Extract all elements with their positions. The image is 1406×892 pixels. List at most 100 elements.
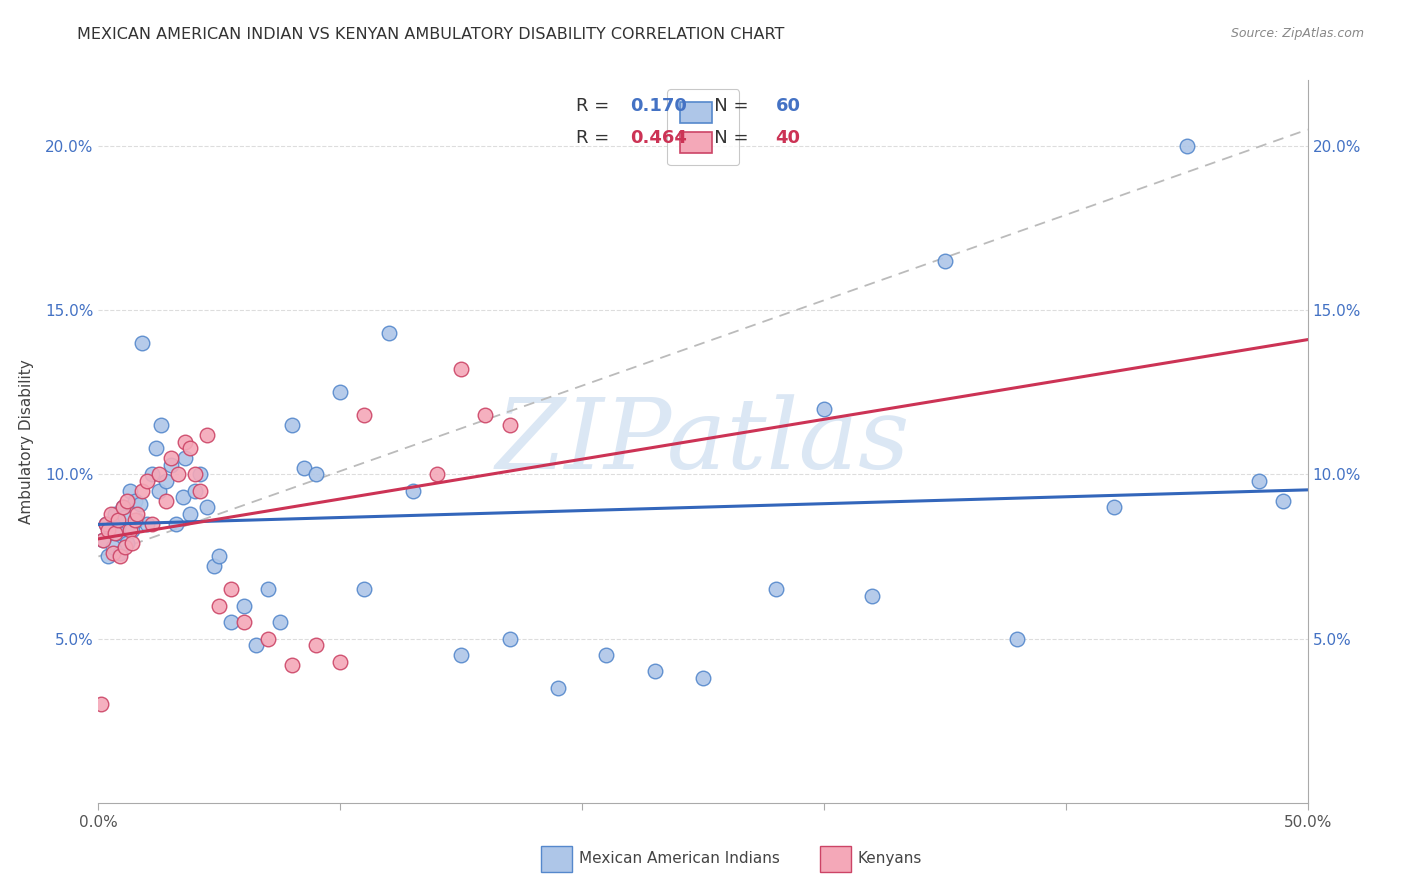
Point	[97, 523, 120, 537]
Point	[90, 698, 112, 712]
Point	[305, 638, 328, 652]
Point	[547, 681, 569, 695]
Point	[111, 500, 134, 515]
Point	[329, 655, 352, 669]
Point	[127, 513, 149, 527]
Point	[269, 615, 291, 630]
Point	[141, 516, 163, 531]
Point	[281, 418, 304, 433]
Text: Source: ZipAtlas.com: Source: ZipAtlas.com	[1230, 27, 1364, 40]
Point	[498, 418, 520, 433]
Point	[131, 336, 153, 351]
Point	[104, 526, 127, 541]
Point	[813, 401, 835, 416]
Legend: , : ,	[666, 89, 740, 165]
Point	[107, 526, 129, 541]
Point	[160, 450, 183, 465]
Point	[281, 657, 304, 672]
Point	[256, 582, 278, 597]
Point	[174, 434, 197, 449]
Point	[179, 507, 201, 521]
Point	[256, 632, 278, 646]
Point	[128, 497, 150, 511]
Point	[188, 467, 211, 482]
Point	[118, 523, 141, 537]
Point	[167, 467, 190, 482]
Point	[329, 385, 352, 400]
Point	[174, 450, 197, 465]
Point	[124, 513, 146, 527]
Point	[204, 559, 226, 574]
Point	[450, 648, 472, 662]
Point	[114, 510, 136, 524]
Point	[117, 493, 139, 508]
Point	[208, 599, 231, 613]
Point	[155, 474, 177, 488]
Text: R =: R =	[576, 96, 614, 114]
Point	[97, 549, 120, 564]
Text: ZIPatlas: ZIPatlas	[496, 394, 910, 489]
Point	[292, 460, 315, 475]
Point	[245, 638, 267, 652]
Point	[148, 483, 170, 498]
Point	[104, 507, 127, 521]
Point	[195, 428, 218, 442]
Point	[111, 500, 134, 515]
Point	[498, 632, 520, 646]
Point	[1272, 493, 1295, 508]
Point	[402, 483, 425, 498]
Point	[179, 441, 201, 455]
Point	[692, 671, 714, 685]
Point	[208, 549, 231, 564]
Point	[101, 546, 124, 560]
Point	[114, 540, 136, 554]
Point	[121, 536, 143, 550]
Text: N =: N =	[697, 96, 754, 114]
Point	[860, 589, 883, 603]
Point	[377, 326, 399, 340]
Point	[94, 516, 117, 531]
Point	[145, 441, 167, 455]
Point	[100, 523, 122, 537]
Point	[121, 523, 143, 537]
Point	[221, 615, 243, 630]
Point	[221, 582, 243, 597]
Point	[644, 665, 666, 679]
Point	[131, 483, 153, 498]
Point	[155, 493, 177, 508]
Point	[141, 467, 163, 482]
Point	[195, 500, 218, 515]
Point	[91, 533, 114, 547]
Point	[107, 513, 129, 527]
Text: MEXICAN AMERICAN INDIAN VS KENYAN AMBULATORY DISABILITY CORRELATION CHART: MEXICAN AMERICAN INDIAN VS KENYAN AMBULA…	[77, 27, 785, 42]
Point	[150, 418, 173, 433]
Point	[172, 491, 194, 505]
Point	[118, 483, 141, 498]
Point	[353, 409, 375, 423]
Point	[305, 467, 328, 482]
Point	[1249, 474, 1271, 488]
Point	[232, 599, 254, 613]
Point	[100, 507, 122, 521]
Point	[135, 474, 157, 488]
Text: 0.464: 0.464	[630, 129, 688, 147]
Point	[184, 467, 207, 482]
Point	[108, 546, 131, 560]
Point	[127, 507, 149, 521]
Text: N =: N =	[697, 129, 754, 147]
Point	[148, 467, 170, 482]
Point	[1102, 500, 1125, 515]
Point	[426, 467, 449, 482]
Text: Kenyans: Kenyans	[858, 852, 922, 866]
Point	[108, 549, 131, 564]
Point	[1175, 139, 1198, 153]
Point	[595, 648, 617, 662]
Point	[124, 493, 146, 508]
Point	[188, 483, 211, 498]
Text: R =: R =	[576, 129, 614, 147]
Point	[765, 582, 787, 597]
Point	[94, 516, 117, 531]
Point	[160, 458, 183, 472]
Point	[474, 409, 496, 423]
Point	[101, 540, 124, 554]
